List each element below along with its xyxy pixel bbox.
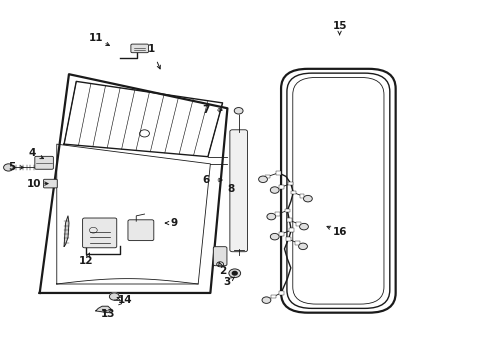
Text: 10: 10 xyxy=(26,179,41,189)
FancyBboxPatch shape xyxy=(131,44,148,53)
Circle shape xyxy=(298,243,307,249)
Bar xyxy=(276,171,281,175)
Bar xyxy=(288,182,293,185)
Text: 4: 4 xyxy=(29,148,36,158)
Text: 8: 8 xyxy=(227,184,234,194)
Polygon shape xyxy=(64,216,69,246)
Circle shape xyxy=(270,187,279,193)
Bar xyxy=(279,232,284,235)
Circle shape xyxy=(3,164,13,171)
Circle shape xyxy=(228,269,240,278)
Text: 12: 12 xyxy=(79,256,93,266)
Text: 7: 7 xyxy=(202,105,209,115)
FancyBboxPatch shape xyxy=(35,156,53,169)
FancyBboxPatch shape xyxy=(213,247,226,266)
Text: 5: 5 xyxy=(8,162,15,172)
Bar xyxy=(299,194,304,198)
Text: 1: 1 xyxy=(148,44,155,54)
Circle shape xyxy=(262,297,270,303)
Text: 13: 13 xyxy=(101,310,115,319)
Circle shape xyxy=(270,233,279,240)
FancyBboxPatch shape xyxy=(43,179,57,188)
Bar xyxy=(265,175,270,178)
Text: 3: 3 xyxy=(224,277,231,287)
FancyBboxPatch shape xyxy=(82,218,117,248)
Bar xyxy=(285,209,289,212)
FancyBboxPatch shape xyxy=(128,220,154,240)
Bar xyxy=(271,295,276,298)
Text: 9: 9 xyxy=(170,218,177,228)
Text: 6: 6 xyxy=(203,175,210,185)
Circle shape xyxy=(234,108,243,114)
FancyBboxPatch shape xyxy=(229,130,247,252)
Bar xyxy=(288,228,293,232)
Circle shape xyxy=(109,293,119,300)
Bar xyxy=(278,185,283,189)
Bar xyxy=(294,241,299,244)
Bar xyxy=(275,212,280,216)
Text: 16: 16 xyxy=(332,227,346,237)
Text: 15: 15 xyxy=(332,21,346,31)
Circle shape xyxy=(299,224,308,230)
Bar xyxy=(290,191,295,194)
Bar xyxy=(286,219,291,222)
Bar xyxy=(278,291,283,295)
Text: 14: 14 xyxy=(118,295,132,305)
Bar xyxy=(285,237,290,241)
Circle shape xyxy=(303,195,312,202)
Text: 2: 2 xyxy=(219,266,226,276)
Circle shape xyxy=(258,176,267,183)
Bar xyxy=(295,222,300,226)
Text: 11: 11 xyxy=(88,33,103,43)
Circle shape xyxy=(232,271,237,275)
Circle shape xyxy=(266,213,275,220)
Polygon shape xyxy=(96,306,112,313)
